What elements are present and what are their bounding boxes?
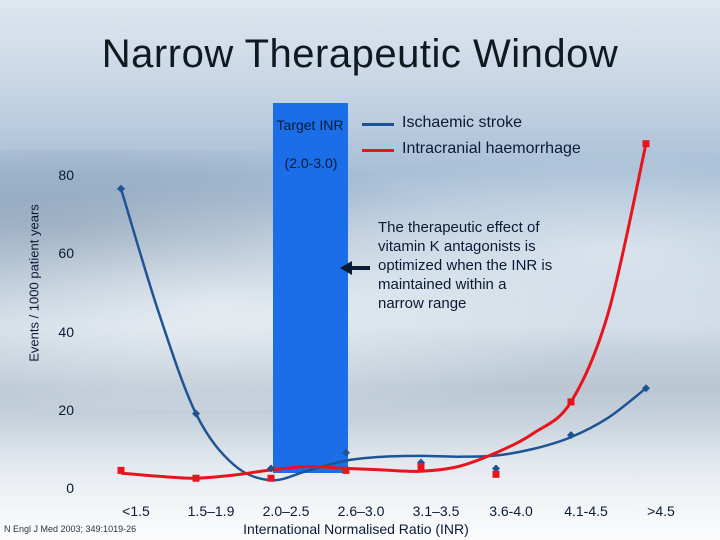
background-mountains — [0, 150, 720, 410]
y-tick-label: 0 — [66, 480, 74, 496]
point-ischaemic — [267, 464, 275, 473]
y-tick-label: 20 — [58, 401, 74, 418]
y-tick-label: 80 — [58, 167, 74, 183]
target-inr-band — [273, 103, 348, 473]
background-snow — [0, 420, 720, 540]
x-tick-label: <1.5 — [122, 503, 150, 519]
legend-label-haemorrhage: Intracranial haemorrhage — [402, 140, 581, 157]
point-haemorrhage — [567, 398, 575, 406]
point-haemorrhage — [492, 470, 500, 478]
citation: N Engl J Med 2003; 349:1019-26 — [4, 524, 137, 534]
legend-item-haemorrhage: Intracranial haemorrhage — [362, 140, 622, 166]
point-haemorrhage — [642, 140, 650, 148]
point-ischaemic — [342, 448, 350, 457]
left-arrow-icon — [340, 261, 370, 275]
point-haemorrhage — [267, 474, 275, 482]
target-inr-range: (2.0-3.0) — [284, 155, 338, 171]
x-tick-label: 3.1–3.5 — [412, 503, 460, 519]
series-line-ischaemic — [119, 188, 647, 482]
point-ischaemic — [492, 464, 500, 473]
point-haemorrhage — [117, 466, 125, 474]
x-tick-label: 2.6–3.0 — [337, 503, 385, 519]
legend-swatch-haemorrhage — [362, 149, 394, 152]
point-haemorrhage — [192, 474, 200, 482]
x-tick-label: 2.0–2.5 — [262, 503, 310, 519]
annotation-text: The therapeutic effect of vitamin K anta… — [378, 219, 553, 312]
legend-swatch-ischaemic — [362, 123, 394, 126]
point-ischaemic — [117, 184, 125, 193]
point-ischaemic — [567, 431, 575, 440]
slide-title: Narrow Therapeutic Window — [101, 32, 619, 76]
point-haemorrhage — [342, 466, 350, 474]
legend-label-ischaemic: Ischaemic stroke — [402, 114, 523, 131]
point-haemorrhage — [417, 462, 425, 470]
x-tick-label: 4.1-4.5 — [564, 503, 608, 519]
x-tick-label: >4.5 — [647, 503, 675, 519]
point-ischaemic — [642, 384, 650, 393]
x-axis-label: International Normalised Ratio (INR) — [243, 521, 469, 537]
x-tick-label: 1.5–1.9 — [187, 503, 235, 519]
point-ischaemic — [192, 409, 200, 418]
x-tick-label: 3.6-4.0 — [489, 503, 533, 519]
target-inr-label: Target INR — [276, 117, 344, 133]
y-tick-label: 60 — [58, 245, 74, 262]
y-tick-label: 40 — [58, 323, 74, 340]
series-line-haemorrhage — [120, 143, 648, 480]
chart-legend: Ischaemic stroke Intracranial haemorrhag… — [362, 114, 622, 166]
legend-item-ischaemic: Ischaemic stroke — [362, 114, 622, 140]
